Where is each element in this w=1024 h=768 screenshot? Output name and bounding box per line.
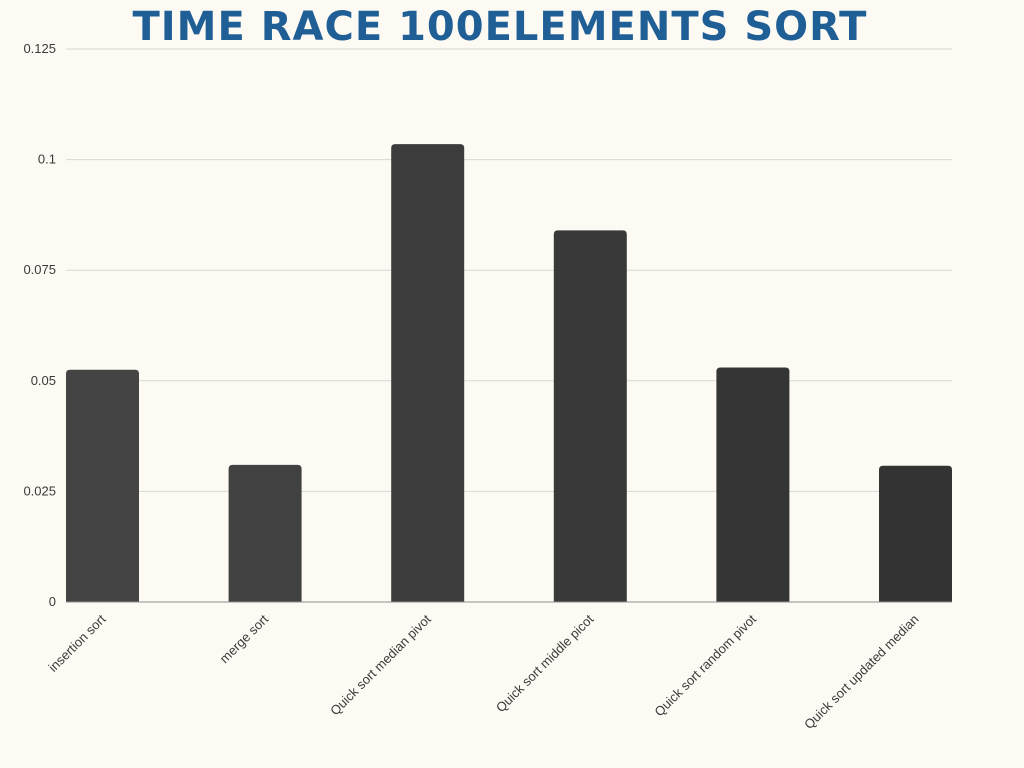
bar xyxy=(553,230,627,602)
y-tick-label: 0.125 xyxy=(23,41,56,56)
x-tick-label: merge sort xyxy=(217,611,272,666)
bar xyxy=(879,465,952,602)
y-tick-label: 0.05 xyxy=(31,373,56,388)
y-tick-label: 0.075 xyxy=(23,262,56,277)
x-tick-label: insertion sort xyxy=(45,611,109,675)
y-axis-ticks: 0 0.025 0.05 0.075 0.1 0.125 xyxy=(23,41,56,609)
chart-title: TIME RACE 100ELEMENTS SORT xyxy=(132,4,868,50)
y-tick-label: 0 xyxy=(49,594,56,609)
x-tick-label: Quick sort random pivot xyxy=(651,611,759,719)
x-tick-label: Quick sort updated median xyxy=(801,612,921,732)
bars xyxy=(66,144,952,602)
y-tick-label: 0.025 xyxy=(23,483,56,498)
gridlines xyxy=(66,48,952,492)
bar xyxy=(228,464,302,602)
y-tick-label: 0.1 xyxy=(38,152,56,167)
bar xyxy=(716,367,790,602)
bar xyxy=(391,144,465,602)
bar xyxy=(66,369,139,602)
x-axis-labels: insertion sort merge sort Quick sort media… xyxy=(45,611,921,732)
x-tick-label: Quick sort middle picot xyxy=(493,611,597,715)
x-tick-label: Quick sort median pivot xyxy=(327,611,434,718)
